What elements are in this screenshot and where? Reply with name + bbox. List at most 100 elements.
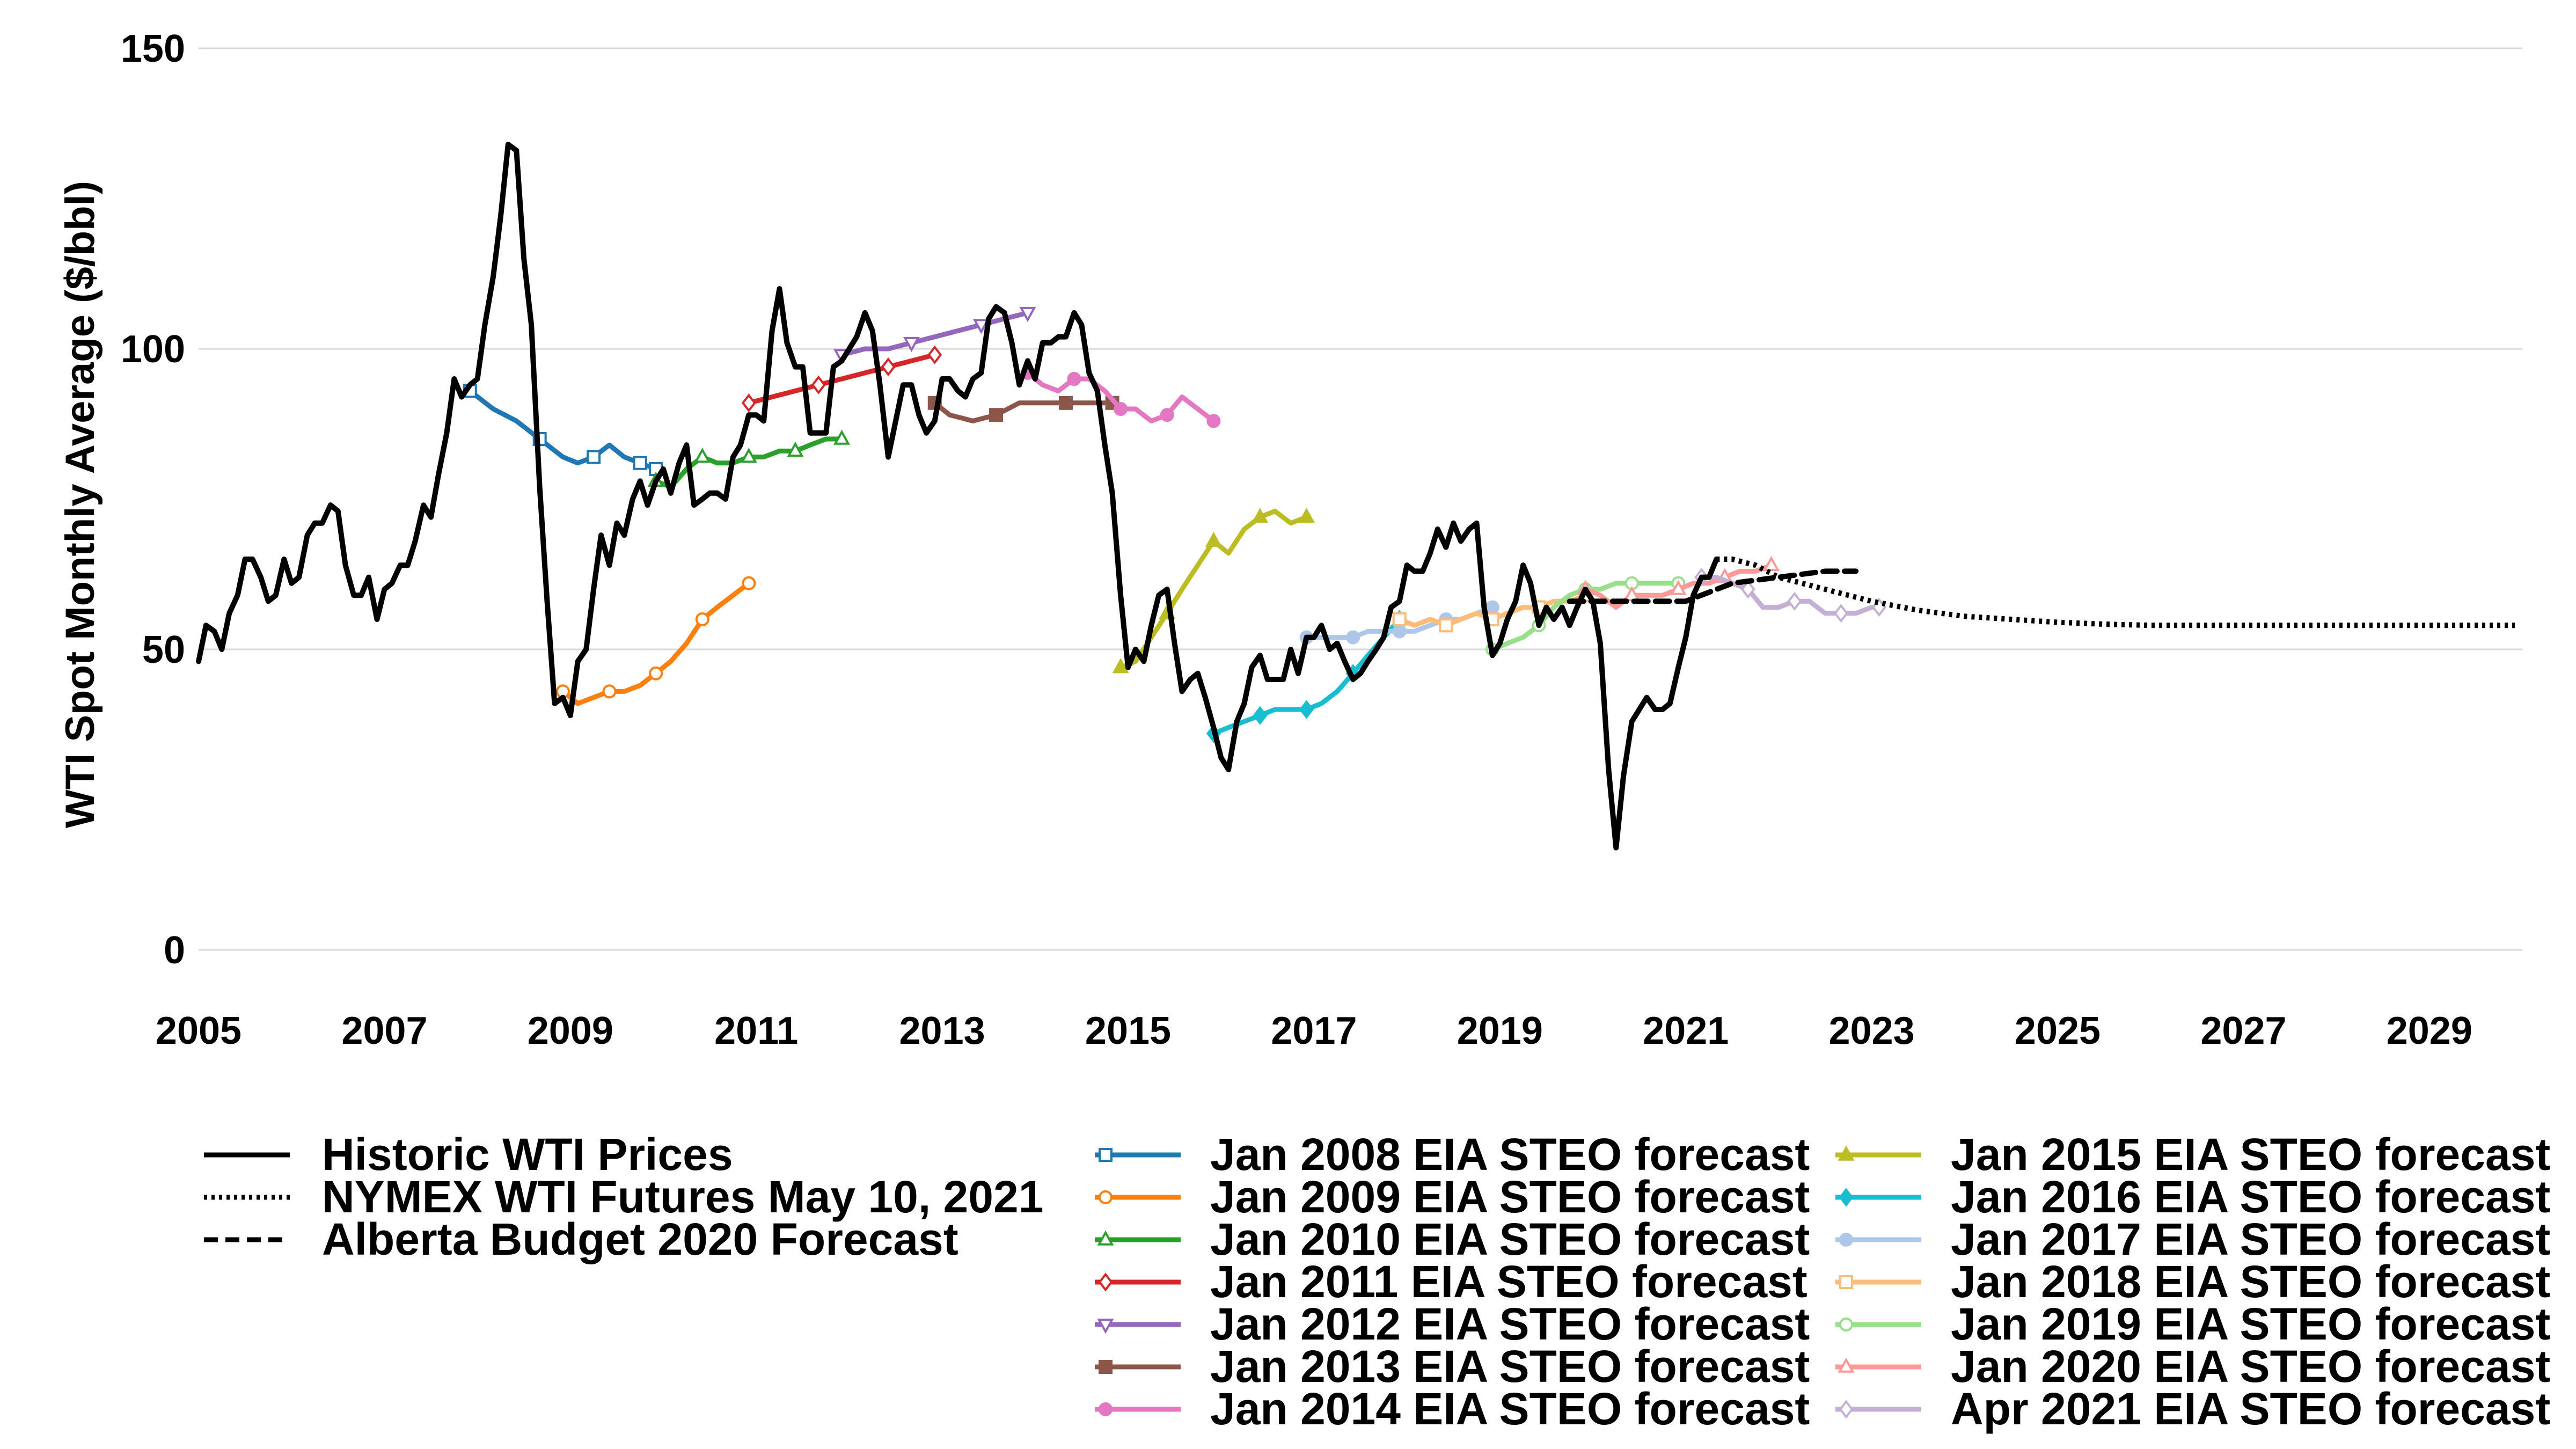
legend-entry: Jan 2009 EIA STEO forecast — [1095, 1172, 1810, 1222]
legend-entry: NYMEX WTI Futures May 10, 2021 — [204, 1172, 1043, 1222]
data-point — [1838, 1145, 1855, 1161]
data-point — [649, 666, 663, 680]
legend-label: Jan 2014 EIA STEO forecast — [1210, 1384, 1810, 1434]
y-axis-label: WTI Spot Monthly Average ($/bbl) — [57, 181, 103, 828]
data-point — [972, 319, 990, 334]
data-point — [1067, 372, 1081, 386]
data-point — [1670, 580, 1687, 595]
series-line — [467, 388, 658, 472]
data-point — [1787, 591, 1802, 611]
data-point — [1392, 612, 1407, 626]
legend-entry: Jan 2017 EIA STEO forecast — [1835, 1214, 2550, 1264]
series-jan-2011-eia-steo-forecast — [741, 345, 942, 413]
legend-label: Jan 2009 EIA STEO forecast — [1210, 1172, 1810, 1222]
legend-entry: Jan 2011 EIA STEO forecast — [1095, 1256, 1807, 1307]
series-historic-wti-prices — [196, 142, 1719, 851]
x-tick-label: 2021 — [1643, 1009, 1729, 1052]
x-tick-label: 2005 — [156, 1009, 241, 1052]
data-point — [903, 337, 920, 353]
data-point — [1485, 600, 1499, 614]
legend-label: Apr 2021 EIA STEO forecast — [1951, 1384, 2550, 1434]
data-point — [1298, 508, 1315, 523]
data-point — [602, 684, 617, 699]
x-tick-label: 2011 — [714, 1009, 798, 1052]
legend-label: Jan 2016 EIA STEO forecast — [1951, 1172, 2550, 1222]
x-tick-label: 2015 — [1085, 1009, 1171, 1052]
legend-entry: Alberta Budget 2020 Forecast — [204, 1214, 958, 1264]
y-tick-labels: 0 50 100 150 — [121, 27, 185, 972]
data-point — [1252, 508, 1269, 523]
data-point — [1099, 1190, 1113, 1204]
x-tick-labels: 2005 2007 2009 2011 2013 2015 2017 2019 2021 2023… — [156, 1009, 2472, 1052]
legend-label: Jan 2019 EIA STEO forecast — [1951, 1299, 2550, 1349]
data-point — [741, 393, 756, 413]
series-jan-2013-eia-steo-forecast — [927, 396, 1119, 423]
data-point — [881, 357, 896, 377]
x-tick-label: 2009 — [528, 1009, 613, 1052]
legend-entry: Jan 2019 EIA STEO forecast — [1835, 1299, 2550, 1349]
data-point — [1058, 396, 1073, 410]
series-alberta-budget-2020-forecast — [1567, 568, 1859, 604]
legend-entry: Jan 2016 EIA STEO forecast — [1835, 1172, 2550, 1222]
y-tick-label: 0 — [164, 929, 185, 972]
data-point — [1019, 307, 1036, 323]
y-tick-label: 100 — [121, 328, 185, 371]
data-point — [694, 448, 711, 463]
x-tick-label: 2013 — [899, 1009, 985, 1052]
data-point — [1839, 1275, 1853, 1289]
data-point — [1099, 1148, 1113, 1162]
series-line — [1716, 557, 2515, 628]
x-tick-label: 2017 — [1271, 1009, 1357, 1052]
legend-entry: Jan 2014 EIA STEO forecast — [1095, 1384, 1810, 1434]
data-point — [1346, 630, 1360, 645]
data-point — [1114, 402, 1128, 416]
x-tick-label: 2019 — [1457, 1009, 1543, 1052]
legend-entry: Jan 2008 EIA STEO forecast — [1095, 1129, 1810, 1180]
legend-entry: Jan 2020 EIA STEO forecast — [1835, 1341, 2550, 1392]
x-tick-label: 2027 — [2200, 1009, 2286, 1052]
legend-label: Jan 2020 EIA STEO forecast — [1951, 1341, 2550, 1392]
legend-label: NYMEX WTI Futures May 10, 2021 — [322, 1172, 1043, 1222]
legend-label: Jan 2011 EIA STEO forecast — [1210, 1256, 1807, 1307]
legend-label: Jan 2010 EIA STEO forecast — [1210, 1214, 1810, 1264]
x-tick-label: 2029 — [2387, 1009, 2472, 1052]
legend-entry: Jan 2012 EIA STEO forecast — [1095, 1299, 1810, 1349]
x-tick-label: 2007 — [341, 1009, 427, 1052]
data-point — [695, 612, 709, 626]
y-tick-label: 150 — [121, 27, 185, 70]
data-point — [927, 345, 942, 364]
legend-label: Historic WTI Prices — [322, 1129, 733, 1180]
data-point — [1206, 414, 1221, 428]
data-point — [1838, 1357, 1855, 1373]
legend-label: Jan 2008 EIA STEO forecast — [1210, 1129, 1810, 1180]
legend-label: Jan 2015 EIA STEO forecast — [1951, 1129, 2550, 1180]
data-point — [1099, 1402, 1113, 1416]
data-point — [1097, 1319, 1114, 1334]
data-point — [742, 576, 756, 590]
data-point — [633, 456, 647, 470]
legend-entry: Jan 2015 EIA STEO forecast — [1835, 1129, 2550, 1180]
series-nymex-wti-futures-may-10-2021 — [1716, 557, 2515, 628]
legend-label: Jan 2013 EIA STEO forecast — [1210, 1341, 1810, 1392]
series-line — [746, 352, 938, 406]
series-line — [932, 400, 1115, 423]
data-point — [989, 408, 1004, 422]
data-point — [1205, 532, 1222, 547]
series-jan-2014-eia-steo-forecast — [1020, 365, 1221, 428]
data-point — [1439, 618, 1453, 633]
data-point — [1763, 555, 1780, 571]
data-point — [1299, 700, 1314, 719]
data-point — [1098, 1272, 1113, 1292]
series-layer — [196, 142, 2515, 851]
x-tick-label: 2025 — [2015, 1009, 2101, 1052]
y-tick-label: 50 — [142, 628, 185, 671]
x-tick-label: 2023 — [1829, 1009, 1915, 1052]
data-point — [811, 375, 826, 394]
legend-entry: Jan 2013 EIA STEO forecast — [1095, 1341, 1810, 1392]
series-jan-2009-eia-steo-forecast — [555, 576, 756, 706]
series-line — [196, 142, 1719, 851]
data-point — [1253, 706, 1268, 725]
legend-label: Jan 2018 EIA STEO forecast — [1951, 1256, 2550, 1307]
